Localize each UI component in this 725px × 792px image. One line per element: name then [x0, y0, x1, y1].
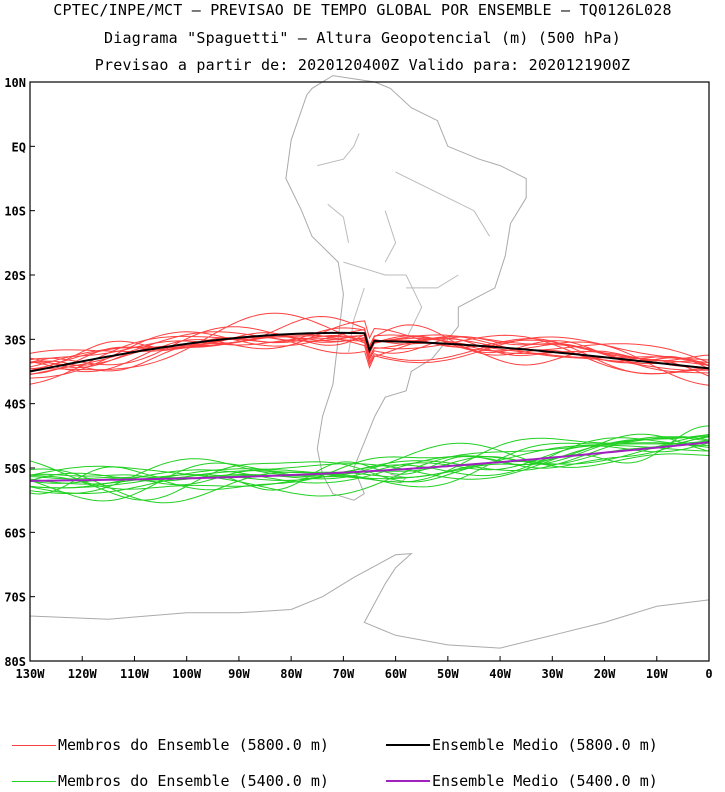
lon-label: 120W [68, 667, 98, 681]
title-line-1: CPTEC/INPE/MCT – PREVISAO DE TEMPO GLOBA… [53, 1, 672, 19]
legend-label-mean-5400: Ensemble Medio (5400.0 m) [432, 772, 658, 790]
lon-label: 20W [594, 667, 616, 681]
member-line-5400 [29, 437, 710, 490]
lon-label: 90W [228, 667, 250, 681]
south-america-coast [285, 75, 527, 501]
lon-label: 110W [120, 667, 150, 681]
ensemble-members-5400 [29, 425, 710, 504]
lat-label: 30S [4, 333, 26, 347]
mean-line-5800 [29, 331, 710, 373]
longitude-labels: 130W 120W 110W 100W 90W 80W 70W 60W 50W 40W 30W 20W… [16, 667, 713, 681]
legend-swatch-mean-5800 [386, 744, 430, 746]
lon-label: 30W [541, 667, 563, 681]
lon-label: 10W [646, 667, 668, 681]
lat-label: 40S [4, 398, 26, 412]
lat-label: 60S [4, 526, 26, 540]
member-line-5400 [29, 433, 710, 502]
member-line-5400 [29, 434, 710, 489]
lat-label: 80S [4, 655, 26, 669]
member-line-5400 [29, 442, 710, 504]
latitude-labels: 10N EQ 10S 20S 30S 40S 50S 60S 70S 80S [4, 76, 26, 669]
map-frame [29, 81, 710, 662]
lon-label: 60W [385, 667, 407, 681]
lat-label: 50S [4, 462, 26, 476]
member-line-5400 [29, 436, 710, 494]
lat-label: 10S [4, 205, 26, 219]
ensemble-means [29, 331, 710, 482]
legend-members-5400: Membros do Ensemble (5400.0 m) [12, 770, 329, 792]
antarctica-coast [29, 552, 710, 649]
legend-label-members-5800: Membros do Ensemble (5800.0 m) [58, 736, 329, 754]
lat-label: EQ [12, 140, 26, 154]
lat-label: 10N [4, 76, 26, 90]
lon-label: 70W [333, 667, 355, 681]
legend-mean-5800: Ensemble Medio (5800.0 m) [386, 734, 658, 756]
legend-swatch-members-5400 [12, 780, 56, 782]
lon-label: 50W [437, 667, 459, 681]
legend-mean-5400: Ensemble Medio (5400.0 m) [386, 770, 658, 792]
legend-swatch-members-5800 [12, 744, 56, 746]
lon-label: 80W [280, 667, 302, 681]
lon-label: 40W [489, 667, 511, 681]
mean-line-5400 [29, 441, 710, 482]
spaghetti-map: 10N EQ 10S 20S 30S 40S 50S 60S 70S 80S 130W 120W 11… [4, 75, 713, 681]
legend-swatch-mean-5400 [386, 780, 430, 782]
axis-ticks [29, 81, 710, 662]
coastline-map [29, 75, 710, 649]
legend-members-5800: Membros do Ensemble (5800.0 m) [12, 734, 329, 756]
member-line-5800 [29, 329, 710, 379]
lat-label: 70S [4, 591, 26, 605]
member-line-5400 [29, 437, 709, 482]
legend-label-mean-5800: Ensemble Medio (5800.0 m) [432, 736, 658, 754]
lon-label: 0 [705, 667, 712, 681]
lon-label: 130W [16, 667, 46, 681]
lon-label: 100W [172, 667, 202, 681]
title-line-2: Diagrama "Spaguetti" – Altura Geopotenci… [104, 29, 621, 47]
legend-label-members-5400: Membros do Ensemble (5400.0 m) [58, 772, 329, 790]
title-line-3: Previsao a partir de: 2020120400Z Valido… [94, 56, 631, 74]
member-line-5800 [29, 312, 710, 371]
lat-label: 20S [4, 269, 26, 283]
